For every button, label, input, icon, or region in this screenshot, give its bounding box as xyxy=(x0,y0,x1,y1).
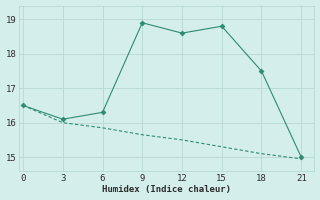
X-axis label: Humidex (Indice chaleur): Humidex (Indice chaleur) xyxy=(102,185,231,194)
